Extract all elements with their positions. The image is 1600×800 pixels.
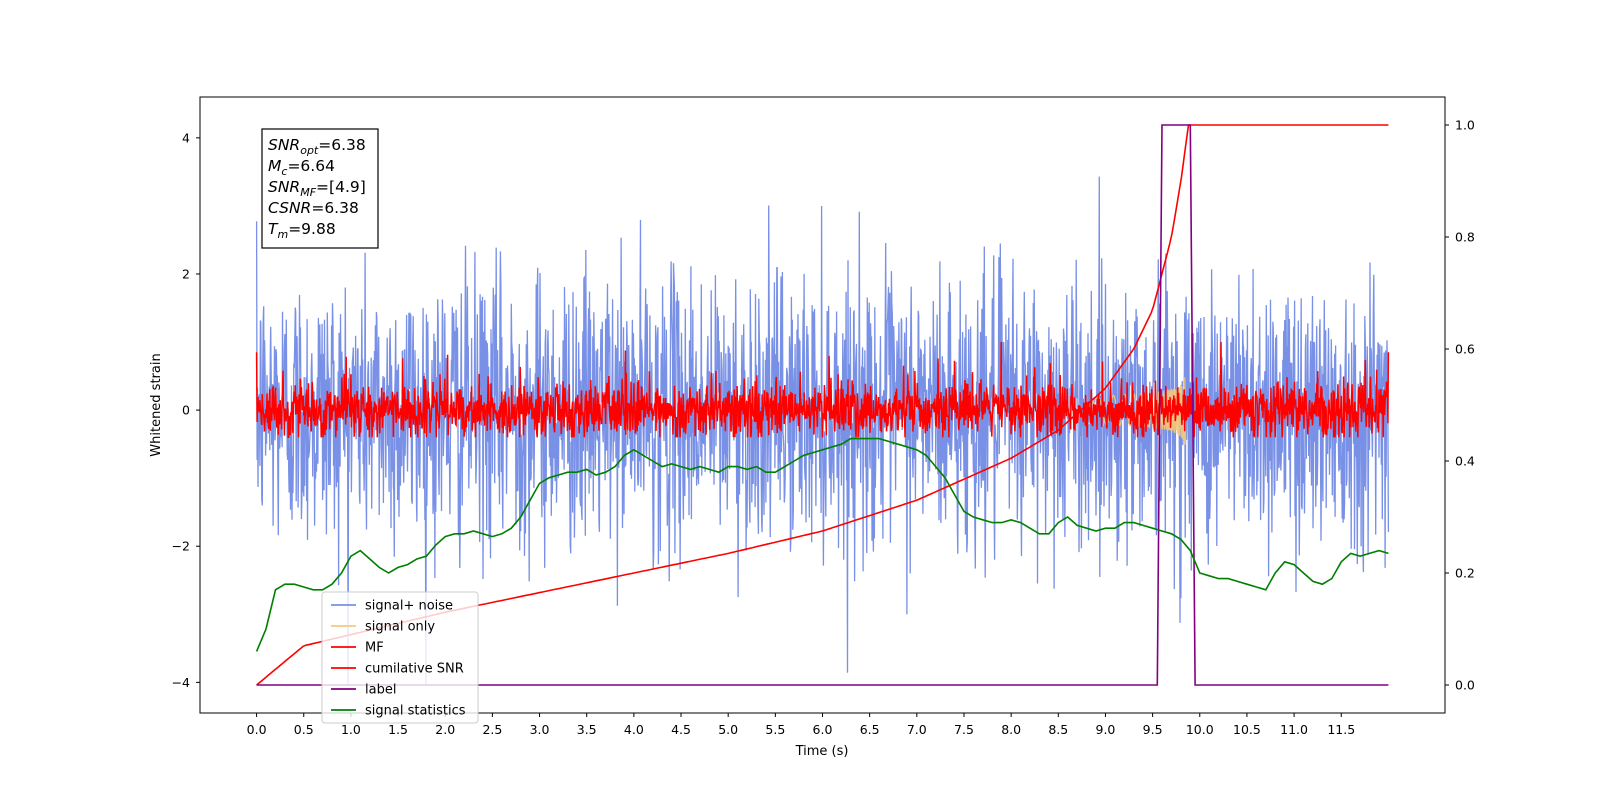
legend-label: cumilative SNR	[365, 662, 464, 677]
y2-tick-label: 0.6	[1455, 342, 1475, 357]
x-tick-label: 8.5	[1048, 722, 1068, 737]
series-mf	[255, 341, 1390, 439]
y2-tick-label: 1.0	[1455, 118, 1475, 133]
y-axis-right: 0.0 0.2 0.4 0.6 0.8 1.0	[1445, 118, 1475, 693]
x-tick-label: 7.5	[954, 722, 974, 737]
x-tick-label: 2.5	[482, 722, 502, 737]
x-axis: 0.0 0.5 1.0 1.5 2.0 2.5 3.0 3.5 4.0 4.5 5.0 5.5 6.0 6…	[247, 713, 1355, 737]
annotation-frame	[261, 128, 379, 249]
x-tick-label: 6.0	[813, 722, 833, 737]
series-signal-statistics	[255, 437, 1389, 652]
x-tick-label: 4.5	[671, 722, 691, 737]
x-tick-label: 1.5	[388, 722, 408, 737]
y2-tick-label: 0.2	[1455, 566, 1475, 581]
x-tick-label: 10.5	[1233, 722, 1261, 737]
annotation-line: Tm=9.88	[268, 220, 336, 241]
x-tick-label: 11.0	[1280, 722, 1308, 737]
x-tick-label: 0.0	[247, 722, 267, 737]
x-tick-label: 9.5	[1143, 722, 1163, 737]
x-tick-label: 7.0	[907, 722, 927, 737]
annotation-line: SNRMF=[4.9]	[268, 178, 366, 199]
legend-label: signal only	[365, 620, 435, 635]
annotation-line: Mc=6.64	[268, 157, 335, 178]
x-tick-label: 6.5	[860, 722, 880, 737]
x-tick-label: 2.0	[435, 722, 455, 737]
y-tick-label: −4	[172, 675, 190, 690]
x-tick-label: 8.0	[1001, 722, 1021, 737]
legend-label: MF	[365, 641, 384, 656]
series-label	[256, 124, 1389, 686]
y2-tick-label: 0.0	[1455, 678, 1475, 693]
y-tick-label: 4	[182, 130, 190, 145]
x-tick-label: 10.0	[1186, 722, 1214, 737]
y-tick-label: 2	[182, 266, 190, 281]
annotation-line: SNRopt=6.38	[268, 136, 366, 157]
legend: signal+ noise signal only MF cumilative SNR…	[321, 591, 479, 724]
x-tick-label: 5.5	[765, 722, 785, 737]
x-tick-label: 11.5	[1327, 722, 1355, 737]
legend-frame	[321, 591, 479, 724]
x-axis-label: Time (s)	[795, 744, 849, 759]
legend-label: signal+ noise	[365, 599, 453, 614]
y-tick-label: −2	[172, 539, 190, 554]
legend-label: label	[365, 683, 396, 698]
y2-tick-label: 0.4	[1455, 454, 1475, 469]
x-tick-label: 9.0	[1096, 722, 1116, 737]
x-tick-label: 5.0	[718, 722, 738, 737]
y2-tick-label: 0.8	[1455, 230, 1475, 245]
x-tick-label: 4.0	[624, 722, 644, 737]
y-axis-label: Whitened strain	[149, 353, 164, 456]
y-axis-left: −4 −2 0 2 4	[172, 130, 200, 690]
x-tick-label: 1.0	[341, 722, 361, 737]
legend-label: signal statistics	[365, 704, 466, 719]
x-tick-label: 3.0	[530, 722, 550, 737]
x-tick-label: 3.5	[577, 722, 597, 737]
x-tick-label: 0.5	[294, 722, 314, 737]
y-tick-label: 0	[182, 403, 190, 418]
annotation-line: CSNR=6.38	[268, 199, 359, 217]
